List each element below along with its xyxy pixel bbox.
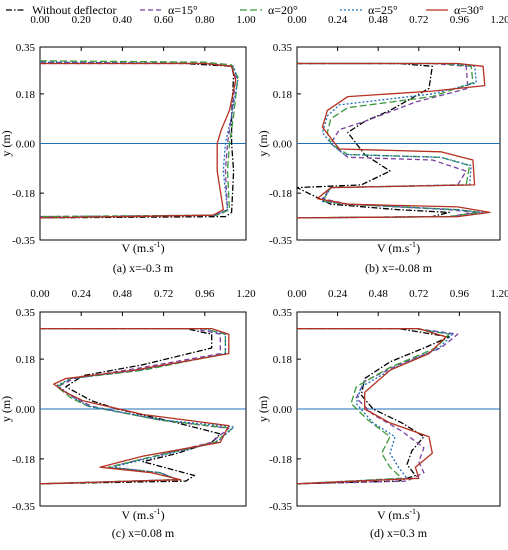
x-tick-label: 0.96: [450, 14, 470, 26]
y-tick-label: -0.18: [12, 454, 35, 466]
series-line: [39, 60, 239, 218]
series-line: [39, 327, 221, 485]
series-line: [296, 62, 476, 219]
y-tick-label: 0.35: [273, 42, 293, 54]
x-tick-label: 0.48: [369, 288, 389, 300]
legend: Without deflector α=15° α=20° α=25° α=30°: [6, 3, 484, 17]
y-tick-label: -0.18: [12, 188, 35, 200]
x-tick-label: 0.96: [195, 288, 215, 300]
x-tick-label: 0.00: [287, 14, 307, 26]
legend-item: α=20°: [240, 3, 298, 17]
y-tick-label: 0.18: [16, 354, 36, 366]
series-line: [296, 327, 447, 485]
legend-label: Without deflector: [32, 3, 117, 17]
legend-label: α=15°: [168, 3, 198, 17]
panel-caption: (a) x=-0.3 m: [113, 261, 174, 275]
legend-item: α=15°: [140, 3, 198, 17]
series-line: [39, 61, 237, 218]
y-tick-label: -0.35: [12, 501, 35, 513]
series-line: [296, 62, 481, 219]
series-line: [296, 327, 454, 485]
x-tick-label: 0.40: [113, 14, 133, 26]
chart-panel: 0.00 0.24 0.48 0.72 0.96 1.20 0.35 0.18 0.00 -0.1…: [0, 288, 256, 540]
legend-item: α=25°: [340, 3, 398, 17]
y-tick-label: 0.18: [273, 89, 293, 101]
x-tick-label: 0.00: [30, 288, 50, 300]
y-tick-label: -0.18: [269, 454, 292, 466]
x-tick-label: 0.00: [30, 14, 50, 26]
panel-caption: (b) x=-0.08 m: [365, 261, 433, 275]
series-line: [296, 327, 450, 485]
legend-label: α=30°: [454, 3, 484, 17]
y-tick-label: 0.00: [273, 139, 293, 151]
series-line: [39, 62, 235, 219]
x-tick-label: 1.20: [490, 14, 508, 26]
y-tick-label: 0.00: [273, 404, 293, 416]
y-tick-label: 0.35: [16, 307, 36, 319]
x-tick-label: 0.96: [450, 288, 470, 300]
legend-item: α=30°: [426, 3, 484, 17]
x-axis-label: V (m.s-1): [377, 507, 420, 522]
y-tick-label: 0.18: [16, 89, 36, 101]
x-axis-label: V (m.s-1): [377, 240, 420, 255]
x-tick-label: 0.80: [195, 14, 215, 26]
legend-label: α=20°: [268, 3, 298, 17]
y-tick-label: 0.35: [16, 42, 36, 54]
y-tick-label: -0.35: [12, 235, 35, 247]
x-axis-label: V (m.s-1): [121, 240, 164, 255]
legend-item: Without deflector: [6, 3, 117, 17]
panel-caption: (d) x=0.3 m: [370, 526, 428, 540]
x-tick-label: 0.00: [287, 288, 307, 300]
x-axis-label: V (m.s-1): [121, 507, 164, 522]
y-tick-label: 0.00: [16, 404, 36, 416]
y-tick-label: 0.18: [273, 354, 293, 366]
x-tick-label: 1.20: [236, 288, 256, 300]
y-axis-label: y (m): [0, 130, 13, 156]
x-tick-label: 0.60: [154, 14, 174, 26]
x-tick-label: 0.72: [409, 14, 428, 26]
chart-panel: 0.00 0.20 0.40 0.60 0.80 1.00 0.35 0.18 0.00 -0.1…: [0, 14, 256, 275]
series-line: [39, 327, 233, 485]
y-tick-label: -0.35: [269, 501, 292, 513]
x-tick-label: 0.24: [72, 288, 92, 300]
series-line: [39, 327, 235, 485]
y-tick-label: -0.35: [269, 235, 292, 247]
y-axis-label: y (m): [0, 396, 13, 422]
series-line: [39, 62, 237, 219]
x-tick-label: 1.20: [490, 288, 508, 300]
series-line: [39, 61, 239, 219]
x-tick-label: 1.00: [236, 14, 256, 26]
panel-caption: (c) x=0.08 m: [112, 526, 175, 540]
x-tick-label: 0.72: [409, 288, 428, 300]
y-tick-label: 0.00: [16, 139, 36, 151]
x-tick-label: 0.24: [328, 288, 348, 300]
x-tick-label: 0.72: [154, 288, 173, 300]
series-line: [39, 327, 230, 485]
legend-label: α=25°: [368, 3, 398, 17]
chart-panel: 0.00 0.24 0.48 0.72 0.96 1.20 0.35 0.18 0.00 -0.1…: [256, 288, 508, 540]
series-line: [296, 327, 450, 485]
y-tick-label: 0.35: [273, 307, 293, 319]
series-line: [296, 62, 450, 219]
y-axis-label: y (m): [256, 396, 270, 422]
series-line: [296, 327, 459, 485]
series-line: [39, 327, 230, 485]
series-line: [296, 62, 491, 219]
x-tick-label: 0.48: [113, 288, 133, 300]
x-tick-label: 0.24: [328, 14, 348, 26]
x-tick-label: 0.20: [72, 14, 92, 26]
y-tick-label: -0.18: [269, 188, 292, 200]
chart-panel: 0.00 0.24 0.48 0.72 0.96 1.20 0.35 0.18 0.00 -0.1…: [256, 14, 508, 275]
y-axis-label: y (m): [256, 130, 270, 156]
series-line: [296, 62, 484, 219]
x-tick-label: 0.48: [369, 14, 389, 26]
